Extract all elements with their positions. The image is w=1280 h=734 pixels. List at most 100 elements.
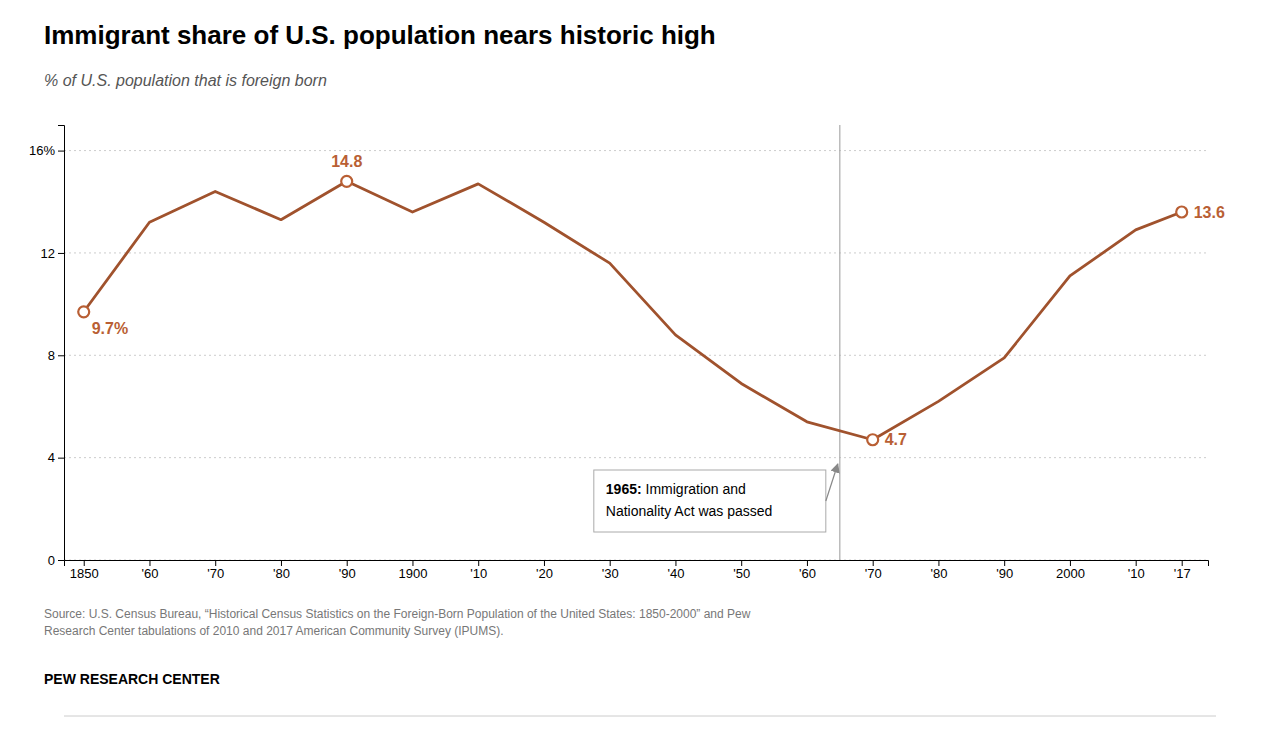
x-tick-mark — [215, 560, 216, 566]
x-tick: '90 — [996, 560, 1013, 581]
x-tick-mark — [281, 560, 282, 566]
x-tick-label: '50 — [733, 566, 750, 581]
y-tick: 4 — [48, 450, 64, 465]
data-label: 13.6 — [1194, 204, 1225, 221]
x-tick-mark — [347, 560, 348, 566]
x-tick-label: '80 — [930, 566, 947, 581]
x-tick: '17 — [1174, 560, 1191, 581]
y-tick-mark — [58, 560, 64, 561]
x-tick-mark — [938, 560, 939, 566]
x-tick-label: '30 — [602, 566, 619, 581]
x-tick-label: '60 — [141, 566, 158, 581]
y-tick-label: 12 — [41, 246, 55, 261]
title: Immigrant share of U.S. population nears… — [44, 20, 716, 50]
x-tick-label: '60 — [799, 566, 816, 581]
grid-line — [64, 457, 1208, 458]
x-tick-mark — [1182, 560, 1183, 566]
y-tick-label: 16% — [29, 143, 55, 158]
x-tick: '80 — [273, 560, 290, 581]
annotation-line — [839, 125, 840, 560]
grid-line — [64, 150, 1208, 151]
x-tick: '20 — [536, 560, 553, 581]
highlight-point — [78, 306, 89, 317]
y-tick: 12 — [41, 246, 64, 261]
x-tick-label: '40 — [667, 566, 684, 581]
x-tick-label: '70 — [865, 566, 882, 581]
annotation: 1965: Immigration and Nationality Act was… — [594, 464, 838, 532]
y-tick-mark — [58, 458, 64, 459]
annotation-box — [594, 470, 826, 532]
x-tick-label: '80 — [273, 566, 290, 581]
y-tick-mark — [58, 253, 64, 254]
annotation-text: 1965: Immigration and — [606, 481, 746, 497]
annotation-arrow — [826, 464, 838, 501]
x-tick: '70 — [865, 560, 882, 581]
x-tick-mark — [149, 560, 150, 566]
y-tick-mark — [58, 151, 64, 152]
x-tick-mark — [610, 560, 611, 566]
grid-line — [64, 252, 1208, 253]
subtitle: % of U.S. population that is foreign bor… — [44, 72, 327, 89]
highlight-point — [1176, 207, 1187, 218]
plot: 1850 '60 '70 '80 '90 1900 '10 '20 '30 '40 '50 '60 '7… — [29, 125, 1225, 581]
x-tick-label: 1850 — [70, 566, 99, 581]
line — [84, 181, 1182, 439]
y-tick: 16% — [29, 143, 64, 158]
data-labels: 9.7%14.84.713.6 — [92, 153, 1225, 448]
highlight-point — [867, 434, 878, 445]
x-tick-mark — [84, 560, 85, 566]
chart: Immigrant share of U.S. population nears… — [0, 0, 1280, 734]
x-tick-mark — [807, 560, 808, 566]
x-tick: '30 — [602, 560, 619, 581]
x-tick: 2000 — [1056, 560, 1085, 581]
highlight-point — [341, 176, 352, 187]
x-tick-mark — [544, 560, 545, 566]
x-tick: '60 — [141, 560, 158, 581]
x-tick-label: '17 — [1174, 566, 1191, 581]
x-axis-line — [65, 561, 1209, 567]
x-tick-label: '90 — [996, 566, 1013, 581]
x-tick: '50 — [733, 560, 750, 581]
y-tick-mark — [58, 355, 64, 356]
x-tick: '10 — [470, 560, 487, 581]
marks — [78, 176, 1187, 445]
x-tick: '10 — [1128, 560, 1145, 581]
annotation-span: Immigration and — [642, 481, 746, 497]
source-line: Research Center tabulations of 2010 and … — [44, 624, 504, 638]
x-tick: '70 — [207, 560, 224, 581]
annotation-text: Nationality Act was passed — [606, 503, 773, 519]
x-tick-mark — [1136, 560, 1137, 566]
grid — [64, 151, 1208, 560]
x-tick-label: '10 — [470, 566, 487, 581]
x-tick-label: '10 — [1128, 566, 1145, 581]
y-tick: 0 — [48, 553, 64, 568]
x-tick-label: '20 — [536, 566, 553, 581]
separator — [64, 716, 1216, 717]
x-tick-mark — [478, 560, 479, 566]
x-tick-mark — [1070, 560, 1071, 566]
x-tick-label: '90 — [339, 566, 356, 581]
x-tick: '40 — [667, 560, 684, 581]
x-axis: 1850 '60 '70 '80 '90 1900 '10 '20 '30 '40 '50 '60 '7… — [65, 560, 1209, 581]
annotation-bold: 1965: — [606, 481, 642, 497]
x-tick-mark — [1004, 560, 1005, 566]
y-tick-label: 4 — [48, 450, 55, 465]
data-label: 14.8 — [331, 153, 362, 170]
grid-line — [64, 355, 1208, 356]
data-label: 4.7 — [885, 431, 907, 448]
x-tick-mark — [741, 560, 742, 566]
credit: PEW RESEARCH CENTER — [44, 671, 220, 687]
x-tick-label: 2000 — [1056, 566, 1085, 581]
x-tick-mark — [873, 560, 874, 566]
y-tick: 8 — [48, 348, 64, 363]
source-line: Source: U.S. Census Bureau, “Historical … — [44, 607, 751, 621]
x-tick-label: '70 — [207, 566, 224, 581]
x-tick-mark — [675, 560, 676, 566]
x-tick: '80 — [930, 560, 947, 581]
x-tick-mark — [412, 560, 413, 566]
y-axis: 0 4 8 12 16% — [29, 126, 65, 568]
y-tick-label: 0 — [48, 553, 55, 568]
y-tick-label: 8 — [48, 348, 55, 363]
x-tick: '90 — [339, 560, 356, 581]
x-tick-label: 1900 — [398, 566, 427, 581]
